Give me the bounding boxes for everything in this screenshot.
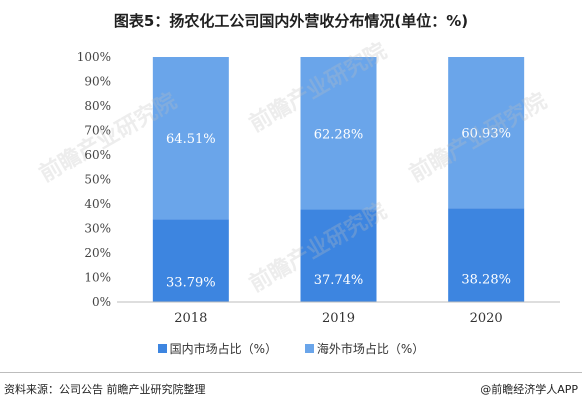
y-tick-label: 60% <box>84 148 111 162</box>
y-tick-label: 90% <box>84 75 111 89</box>
y-axis: 0% 10% 20% 30% 40% 50% 60% 70% 80% 90% 100% <box>77 50 111 309</box>
data-label-overseas: 62.28% <box>314 127 364 142</box>
chart-plot: 0% 10% 20% 30% 40% 50% 60% 70% 80% 90% 100% 33.79%… <box>77 50 560 326</box>
y-tick-label: 30% <box>84 222 111 236</box>
x-axis: 2018 2019 2020 <box>117 301 560 326</box>
bar-overseas <box>152 57 229 220</box>
bar-overseas <box>448 57 525 209</box>
bars: 33.79% 64.51% 37.74% 62.28% 38.28% 60.93% <box>152 57 525 302</box>
legend-item-domestic: 国内市场占比（%） <box>157 340 278 357</box>
data-label-domestic: 33.79% <box>166 275 216 290</box>
x-tick-label: 2018 <box>174 311 207 326</box>
bar-domestic <box>300 209 377 302</box>
bar-domestic <box>152 219 229 302</box>
legend-swatch-domestic <box>157 344 167 353</box>
y-tick-label: 0% <box>92 295 111 309</box>
y-tick-label: 20% <box>84 246 111 260</box>
legend-label-domestic: 国内市场占比（%） <box>169 342 278 356</box>
data-label-overseas: 60.93% <box>461 127 511 142</box>
app-credit: @前瞻经济学人APP <box>480 383 578 396</box>
bar-domestic <box>448 208 525 302</box>
data-label-overseas: 64.51% <box>166 132 216 147</box>
source-text: 资料来源：公司公告 前瞻产业研究院整理 <box>4 383 206 396</box>
x-tick-label: 2020 <box>470 311 503 326</box>
data-label-domestic: 38.28% <box>461 273 511 288</box>
legend-item-overseas: 海外市场占比（%） <box>304 340 425 357</box>
y-tick-label: 50% <box>84 173 111 187</box>
y-tick-label: 10% <box>84 271 111 285</box>
legend-label-overseas: 海外市场占比（%） <box>316 342 425 356</box>
source-bar: 资料来源：公司公告 前瞻产业研究院整理 @前瞻经济学人APP <box>0 372 582 406</box>
y-tick-label: 100% <box>77 50 111 64</box>
legend: 国内市场占比（%） 海外市场占比（%） <box>0 340 582 357</box>
legend-swatch-overseas <box>304 344 314 353</box>
y-tick-label: 40% <box>84 197 111 211</box>
y-tick-label: 70% <box>84 124 111 138</box>
chart-title: 图表5：扬农化工公司国内外营收分布情况(单位：%) <box>113 12 469 30</box>
data-label-domestic: 37.74% <box>314 273 364 288</box>
bar-overseas <box>300 57 377 210</box>
x-tick-label: 2019 <box>322 311 355 326</box>
y-tick-label: 80% <box>84 99 111 113</box>
